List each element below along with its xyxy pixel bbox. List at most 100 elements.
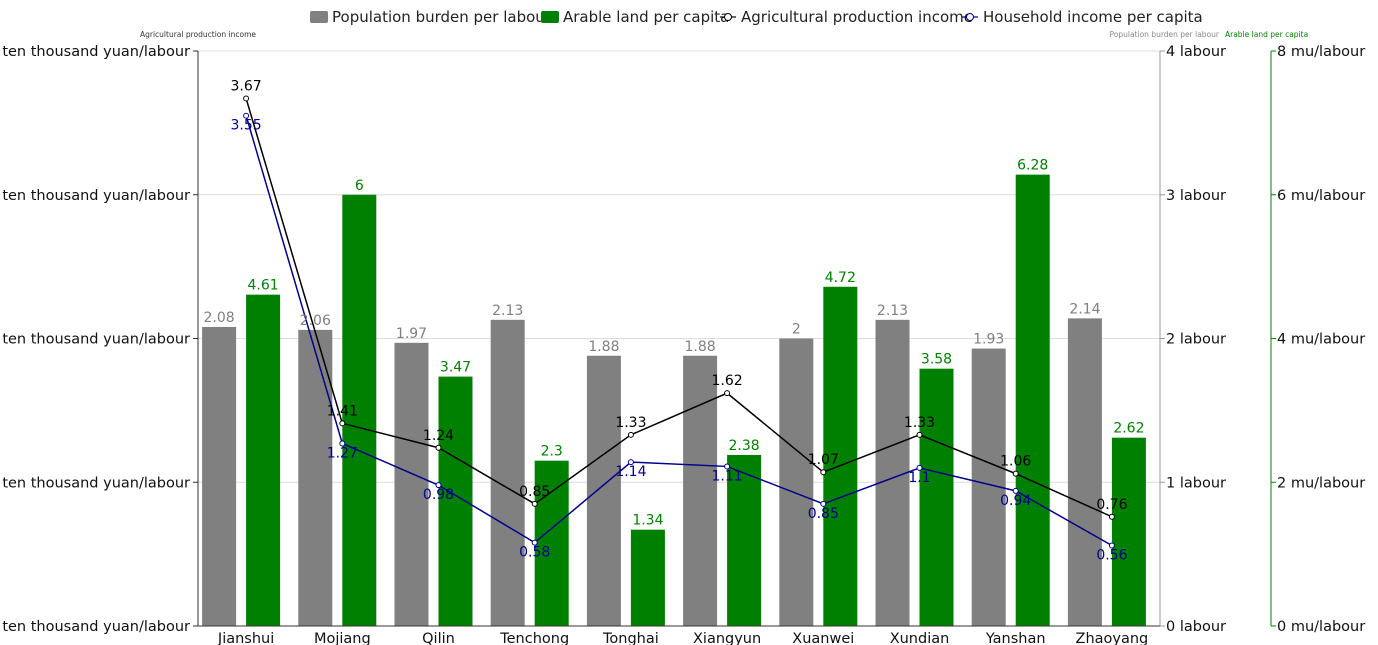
category-label: Yanshan [985,631,1046,645]
data-label-household-income: 1.1 [908,470,930,486]
bar-population-burden [875,319,910,626]
point-household-income [724,463,731,470]
data-label-arable-land: 2.3 [541,444,563,460]
data-label-population-burden: 1.88 [685,339,716,355]
point-agricultural-income [243,95,250,102]
axes-group: ten thousand yuan/labour ten thousand yua… [2,30,1365,645]
right2-tick-label: 4 mu/labour [1277,332,1365,348]
point-agricultural-income [820,469,827,476]
left-tick-label: ten thousand yuan/labour [2,619,190,635]
left-tick-label: ten thousand yuan/labour [2,44,190,60]
legend-label: Agricultural production income [741,8,973,26]
bar-population-burden [202,327,237,626]
left-tick-label: ten thousand yuan/labour [2,332,190,348]
lines-group [243,95,1115,549]
point-agricultural-income [1012,470,1019,477]
category-label: Xuanwei [792,631,854,645]
left-tick-label: ten thousand yuan/labour [2,188,190,204]
data-label-population-burden: 2 [792,322,801,338]
point-agricultural-income [435,444,442,451]
point-household-income [435,482,442,489]
data-label-agricultural-income: 1.07 [808,452,839,468]
bar-arable-land [1111,437,1146,626]
data-label-arable-land: 2.62 [1113,421,1144,437]
category-label: Jianshui [217,631,274,645]
right1-tick-label: 4 labour [1166,44,1226,60]
data-label-population-burden: 2.14 [1069,301,1100,317]
category-label: Mojiang [314,631,371,645]
data-label-arable-land: 4.61 [248,278,279,294]
data-label-agricultural-income: 1.24 [423,428,454,444]
data-label-agricultural-income: 0.85 [519,484,550,500]
bar-arable-land [630,529,665,626]
data-label-population-burden: 1.97 [396,326,427,342]
data-label-arable-land: 6.28 [1017,158,1048,174]
category-label: Tonghai [602,631,659,645]
point-household-income [1012,487,1019,494]
bar-arable-land [727,454,762,626]
point-agricultural-income [916,431,923,438]
data-label-agricultural-income: 0.76 [1096,497,1127,513]
legend-label: Population burden per labour [332,8,552,26]
category-label: Xiangyun [693,631,761,645]
data-label-agricultural-income: 1.06 [1000,454,1031,470]
bar-population-burden [1067,318,1102,626]
category-label: Qilin [422,631,455,645]
data-label-agricultural-income: 1.33 [615,415,646,431]
right2-tick-label: 6 mu/labour [1277,188,1365,204]
data-label-arable-land: 6 [355,178,364,194]
point-household-income [1108,542,1115,549]
data-label-household-income: 1.27 [327,445,358,461]
data-label-agricultural-income: 1.41 [327,403,358,419]
data-label-household-income: 0.58 [519,545,550,561]
bars-group [202,174,1146,626]
data-label-arable-land: 3.47 [440,360,471,376]
data-label-agricultural-income: 1.33 [904,415,935,431]
data-label-population-burden: 2.13 [877,303,908,319]
left-tick-label: ten thousand yuan/labour [2,475,190,491]
point-household-income [916,464,923,471]
data-label-household-income: 0.85 [808,506,839,522]
line-household-income [245,115,1113,547]
point-agricultural-income [627,431,634,438]
data-label-agricultural-income: 1.62 [712,373,743,389]
point-agricultural-income [339,420,346,427]
point-agricultural-income [1108,513,1115,520]
data-label-population-burden: 2.06 [300,313,331,329]
right1-tick-label: 3 labour [1166,188,1226,204]
data-label-arable-land: 3.58 [921,352,952,368]
bar-population-burden [683,355,718,626]
data-label-household-income: 0.98 [423,487,454,503]
legend-item[interactable]: Household income per capita [962,8,1203,26]
line-agricultural-income [245,98,1113,518]
point-household-income [243,112,250,119]
data-label-population-burden: 1.88 [588,339,619,355]
right1-tick-label: 0 labour [1166,619,1226,635]
bar-arable-land [919,368,954,626]
right2-tick-label: 2 mu/labour [1277,475,1365,491]
legend[interactable]: Population burden per labour Arable land … [310,8,1203,26]
right2-axis-title: Arable land per capita [1225,30,1308,39]
bar-population-burden [298,329,333,626]
legend-label: Arable land per capita [563,8,729,26]
legend-swatch [541,11,559,23]
legend-swatch-marker [966,13,974,21]
bar-arable-land [342,194,377,626]
legend-item[interactable]: Arable land per capita [541,8,729,26]
data-label-population-burden: 1.93 [973,332,1004,348]
bar-arable-land [1015,174,1050,626]
data-label-arable-land: 2.38 [729,438,760,454]
bar-arable-land [534,460,569,626]
legend-item[interactable]: Population burden per labour [310,8,552,26]
right1-tick-label: 2 labour [1166,332,1226,348]
point-household-income [627,459,634,466]
legend-item[interactable]: Agricultural production income [720,8,973,26]
right1-axis-title: Population burden per labour [1110,30,1220,39]
data-label-household-income: 0.94 [1000,493,1031,509]
data-label-population-burden: 2.08 [204,310,235,326]
bar-arable-land [823,286,858,626]
data-label-population-burden: 2.13 [492,303,523,319]
legend-swatch-marker [724,13,732,21]
right2-tick-label: 8 mu/labour [1277,44,1365,60]
data-label-household-income: 0.56 [1096,548,1127,564]
